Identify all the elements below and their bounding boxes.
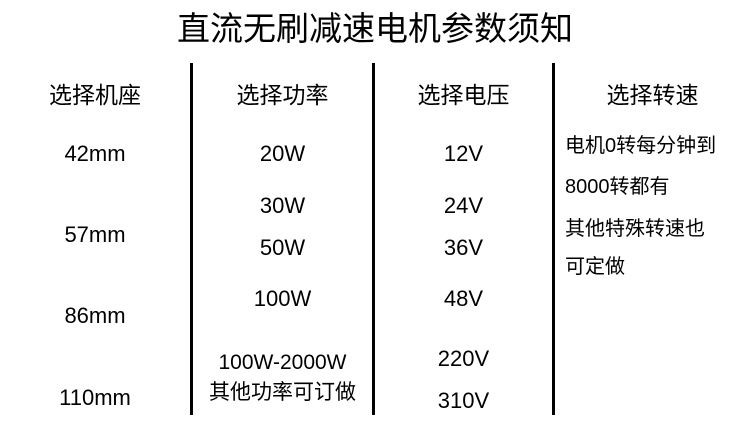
column-header-power: 选择功率 (236, 82, 329, 108)
cell-frame-size-86: 86mm (64, 303, 126, 328)
cell-frame-size-42: 42mm (64, 141, 126, 166)
cell-voltage-220v: 220V (437, 346, 490, 371)
cell-power-custom: 其他功率可订做 (209, 381, 356, 404)
parameter-table: 选择机座 42mm 57mm 86mm 110mm 选择功率 20W 30W 5… (0, 63, 750, 418)
cell-power-50w: 50W (259, 235, 306, 260)
page-title: 直流无刷减速电机参数须知 (177, 10, 573, 47)
cell-voltage-36v: 36V (443, 235, 484, 260)
cell-power-range: 100W-2000W (218, 351, 347, 374)
column-header-frame-size: 选择机座 (49, 82, 141, 108)
cell-voltage-12v: 12V (443, 141, 484, 166)
cell-power-20w: 20W (259, 141, 306, 166)
column-divider-1 (190, 63, 193, 415)
column-speed: 选择转速 电机0转每分钟到 8000转都有 其他特殊转速也 可定做 (555, 63, 750, 418)
cell-frame-size-57: 57mm (64, 222, 126, 247)
column-header-speed: 选择转速 (606, 82, 699, 108)
cell-power-30w: 30W (259, 193, 306, 218)
cell-voltage-24v: 24V (443, 193, 484, 218)
cell-speed-line-1: 电机0转每分钟到 (565, 135, 717, 157)
cell-speed-line-4: 可定做 (565, 256, 625, 278)
column-divider-2 (372, 63, 375, 415)
cell-speed-line-3: 其他特殊转速也 (565, 218, 705, 240)
column-header-voltage: 选择电压 (417, 82, 510, 108)
column-power: 选择功率 20W 30W 50W 100W 100W-2000W 其他功率可订做 (193, 63, 372, 418)
column-frame-size: 选择机座 42mm 57mm 86mm 110mm (0, 63, 190, 418)
cell-frame-size-110: 110mm (59, 385, 131, 410)
cell-speed-line-2: 8000转都有 (565, 176, 670, 198)
column-divider-3 (552, 63, 555, 415)
cell-voltage-48v: 48V (443, 286, 484, 311)
cell-voltage-310v: 310V (437, 388, 490, 413)
cell-power-100w: 100W (253, 286, 312, 311)
column-voltage: 选择电压 12V 24V 36V 48V 220V 310V (375, 63, 552, 418)
